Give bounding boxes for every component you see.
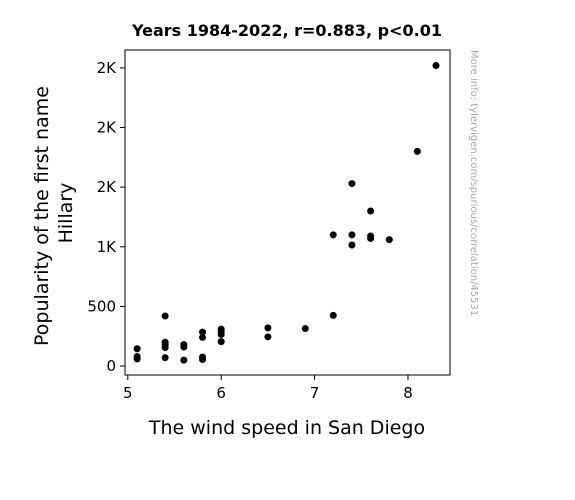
data-point [301,324,309,332]
x-tick-label: 6 [216,384,226,402]
data-point [217,338,225,346]
data-point [264,324,272,332]
x-tick-label: 7 [310,384,320,402]
data-point [348,180,356,188]
plot-area [124,49,451,376]
y-axis: 0 500 1K 2K 2K 2K [87,59,125,375]
data-point [367,207,375,215]
y-axis-label-line-1: Popularity of the first name [31,86,53,346]
data-point [264,333,272,341]
data-point [180,356,188,364]
y-axis-label-line-2: Hillary [55,183,77,244]
data-point [161,354,169,362]
data-point [161,344,169,352]
data-point [348,241,356,249]
data-points [133,62,440,364]
x-tick-label: 8 [403,384,413,402]
data-point [385,236,393,244]
data-point [133,355,141,363]
data-point [329,231,337,239]
y-tick-label: 0 [106,357,116,375]
y-tick-label: 2K [97,178,118,196]
data-point [413,147,421,155]
data-point [180,343,188,351]
data-point [329,311,337,319]
y-axis-label: Popularity of the first name Hillary [31,80,77,346]
x-axis-label: The wind speed in San Diego [148,417,425,439]
y-tick-label: 2K [97,119,118,137]
data-point [199,355,207,363]
source-watermark: More info: tylervigen.com/spurious/corre… [468,50,479,316]
data-point [432,62,440,70]
chart-title: Years 1984-2022, r=0.883, p<0.01 [131,21,442,40]
y-tick-label: 500 [87,297,116,315]
y-tick-label: 2K [97,59,118,77]
data-point [199,333,207,341]
data-point [217,330,225,338]
data-point [133,345,141,353]
data-point [367,234,375,242]
data-point [161,312,169,320]
data-point [348,231,356,239]
x-axis: 5 6 7 8 [123,375,413,402]
y-tick-label: 1K [97,238,118,256]
data-point [199,328,207,336]
x-tick-label: 5 [123,384,133,402]
